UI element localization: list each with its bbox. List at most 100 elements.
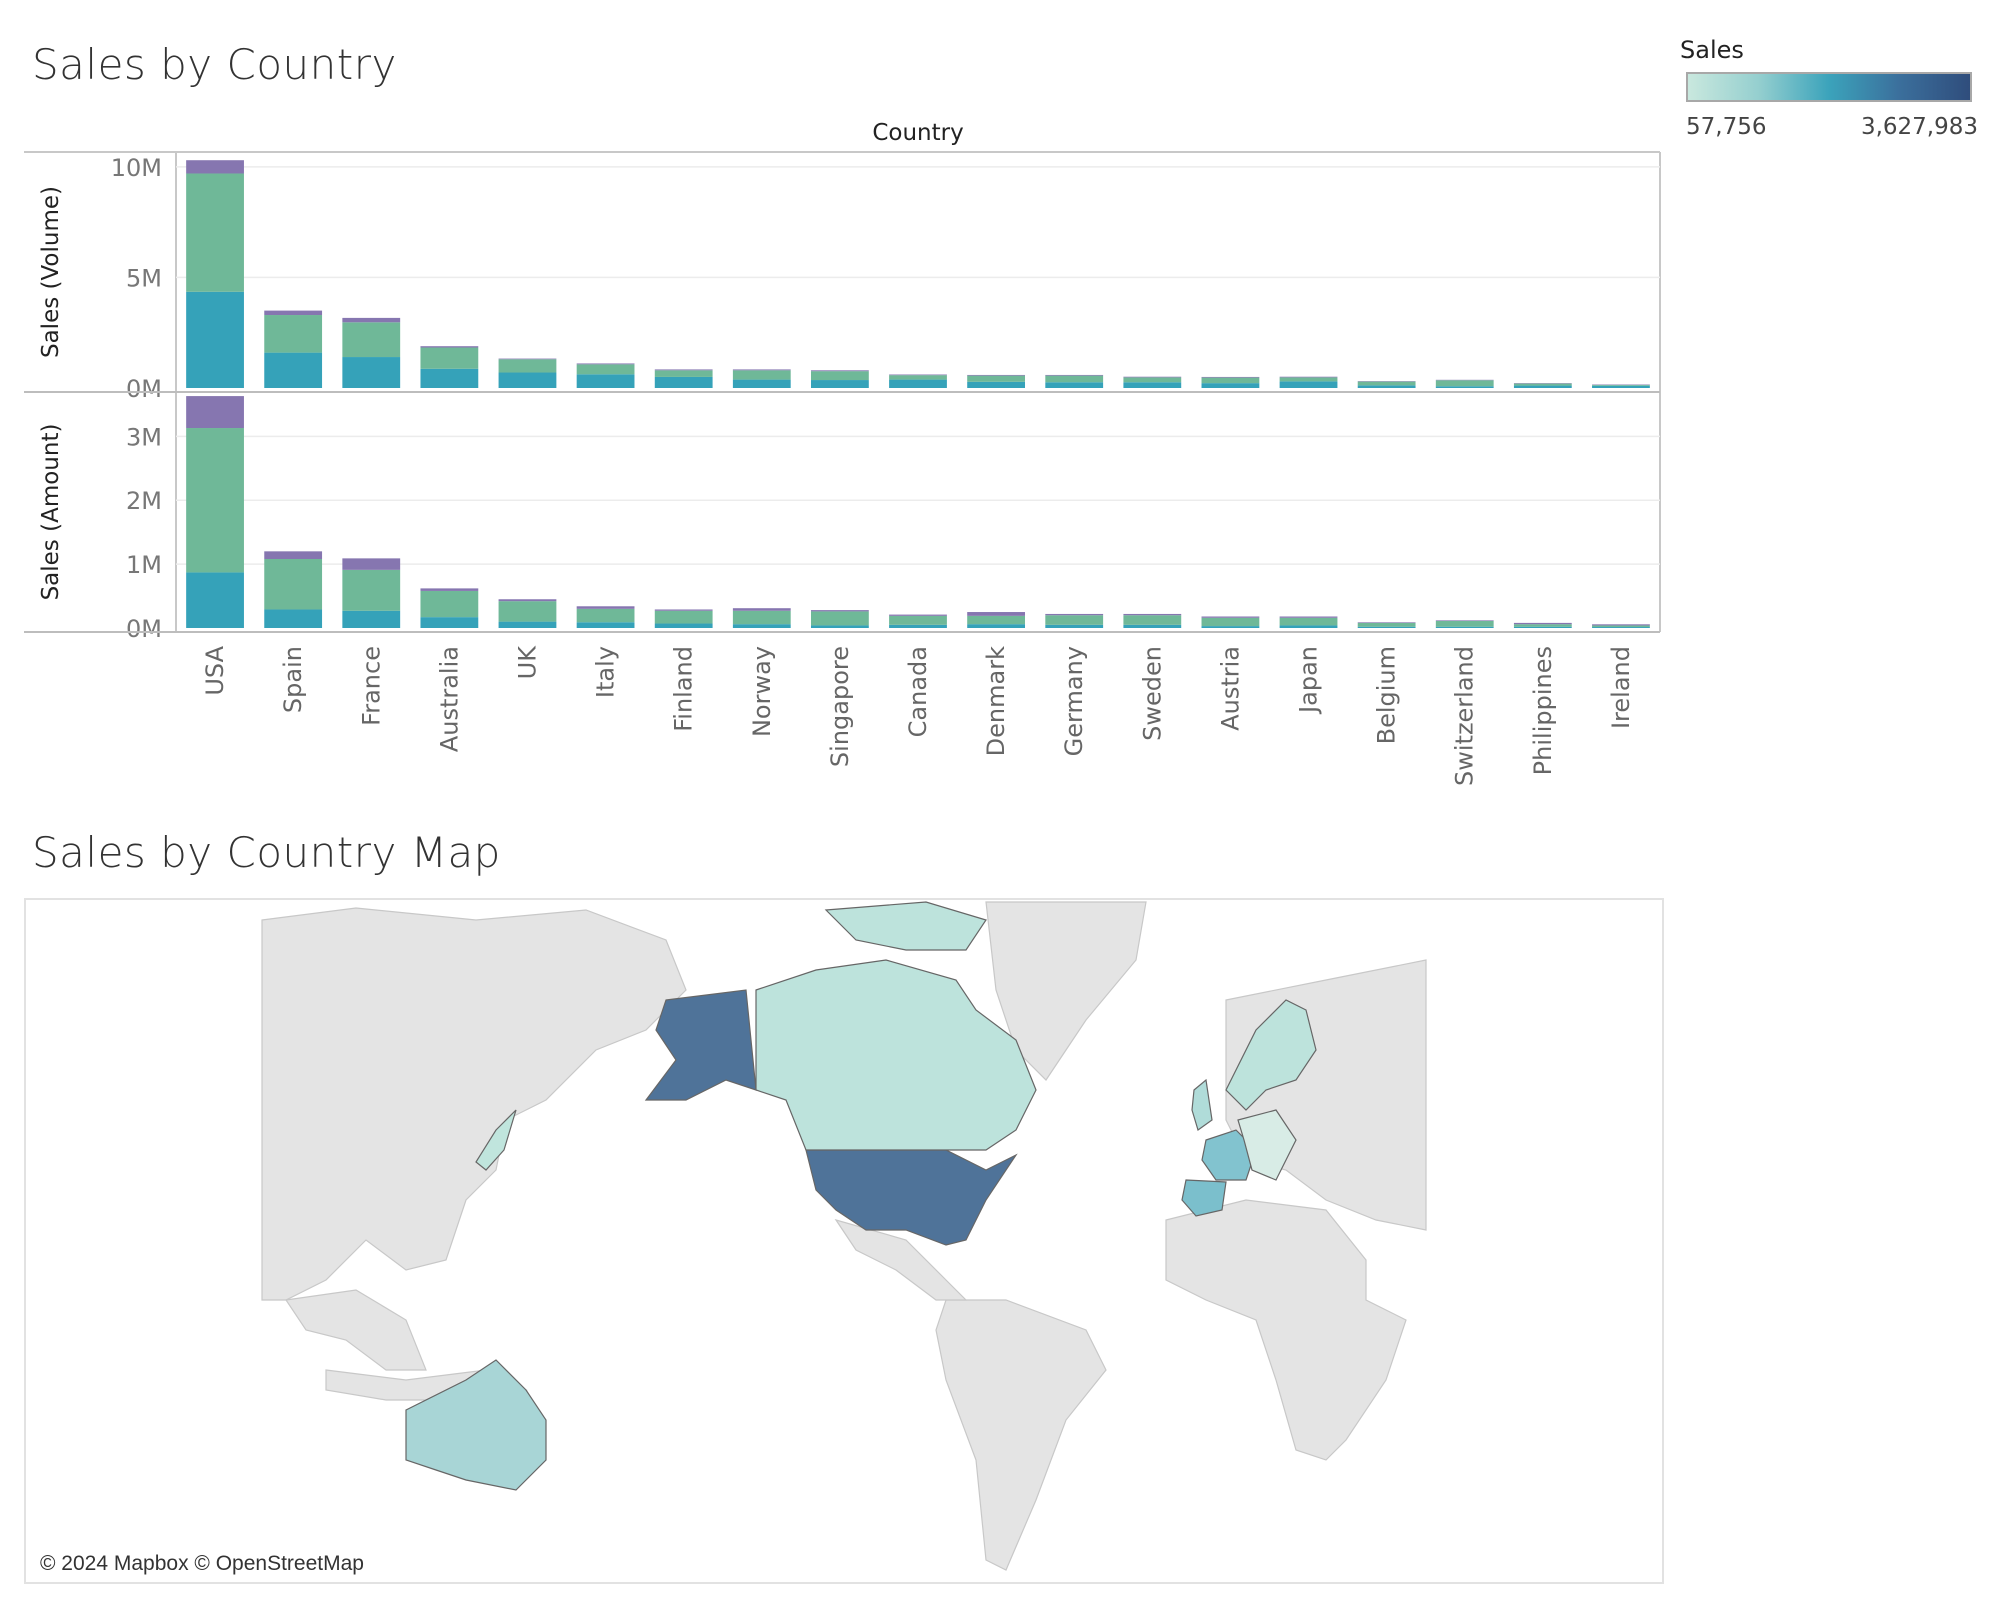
bar-segment[interactable] [889,624,947,628]
bar-segment[interactable] [576,363,635,365]
bar-segment[interactable] [732,608,791,611]
bar-segment[interactable] [654,369,713,371]
bar-segment[interactable] [186,572,244,628]
bar-segment[interactable] [576,374,635,388]
bar-segment[interactable] [186,173,244,292]
bar-segment[interactable] [1279,381,1338,388]
bar-segment[interactable] [810,380,869,388]
map-region-alaska[interactable] [644,989,757,1101]
bar-segment[interactable] [654,370,713,377]
bar-segment[interactable] [498,359,557,373]
map-region-scandinavia[interactable] [1225,999,1317,1111]
bar-segment[interactable] [967,612,1026,616]
map-region-japan[interactable] [475,1109,517,1171]
bar-segment[interactable] [1279,377,1338,382]
bar-segment[interactable] [1513,626,1572,628]
bar-segment[interactable] [1435,386,1494,388]
bar-segment[interactable] [889,375,947,380]
bar-segment[interactable] [1123,377,1182,383]
bar-segment[interactable] [498,601,557,622]
bar-segment[interactable] [732,370,791,380]
bar-segment[interactable] [654,623,713,628]
bar-segment[interactable] [732,624,791,628]
bar-segment[interactable] [420,346,479,348]
bar-segment[interactable] [576,622,635,628]
bar-segment[interactable] [810,625,869,628]
map-region-france[interactable] [1201,1129,1257,1181]
bar-segment[interactable] [810,371,869,381]
sales-map[interactable]: © 2024 Mapbox © OpenStreetMap [24,898,1664,1584]
bar-segment[interactable] [420,347,479,369]
bar-segment[interactable] [186,428,244,573]
bar-segment[interactable] [1357,626,1416,628]
bar-segment[interactable] [264,315,323,353]
bar-segment[interactable] [1513,622,1572,625]
bar-segment[interactable] [1045,615,1104,625]
bar-segment[interactable] [1279,625,1338,628]
map-region-usa[interactable] [805,1149,1018,1246]
bar-segment[interactable] [967,624,1026,628]
bar-segment[interactable] [1123,624,1182,628]
bar-segment[interactable] [420,368,479,388]
bar-segment[interactable] [420,590,479,618]
bar-segment[interactable] [1201,376,1260,378]
bar-segment[interactable] [1123,615,1182,625]
bar-segment[interactable] [889,614,947,616]
bar-segment[interactable] [576,608,635,623]
bar-segment[interactable] [1513,624,1572,627]
bar-segment[interactable] [498,621,557,628]
bar-segment[interactable] [967,375,1026,382]
bar-segment[interactable] [967,615,1026,625]
bar-segment[interactable] [1123,382,1182,388]
bar-segment[interactable] [810,370,869,372]
bar-segment[interactable] [1357,622,1416,627]
bar-segment[interactable] [264,352,323,388]
bar-segment[interactable] [1201,616,1260,618]
bar-segment[interactable] [1435,380,1494,387]
bar-segment[interactable] [1592,384,1650,386]
bar-segment[interactable] [1513,385,1572,388]
bar-segment[interactable] [576,606,635,609]
bar-segment[interactable] [342,610,401,628]
map-region-australia[interactable] [405,1359,547,1491]
bar-segment[interactable] [654,376,713,388]
bar-segment[interactable] [810,611,869,626]
bar-segment[interactable] [342,558,401,570]
bar-segment[interactable] [342,569,401,611]
bar-segment[interactable] [810,610,869,612]
bar-segment[interactable] [264,559,323,610]
bar-segment[interactable] [186,291,244,388]
bar-segment[interactable] [1357,622,1416,623]
bar-segment[interactable] [1592,624,1650,626]
bar-segment[interactable] [1357,385,1416,388]
world-map[interactable] [26,900,1662,1582]
bar-segment[interactable] [420,617,479,628]
bar-segment[interactable] [342,322,401,358]
bar-segment[interactable] [1513,383,1572,386]
bar-segment[interactable] [1045,374,1104,376]
bar-segment[interactable] [498,358,557,360]
bar-segment[interactable] [1201,377,1260,384]
bar-segment[interactable] [654,610,713,624]
bar-segment[interactable] [1201,383,1260,388]
bar-segment[interactable] [967,374,1026,376]
bar-segment[interactable] [498,372,557,388]
bar-segment[interactable] [1279,617,1338,626]
bar-segment[interactable] [186,396,244,429]
bar-segment[interactable] [654,609,713,611]
bar-segment[interactable] [732,369,791,371]
bar-segment[interactable] [186,160,244,174]
bar-segment[interactable] [1592,625,1650,628]
bar-segment[interactable] [1201,617,1260,627]
map-region-canada[interactable] [755,959,1037,1151]
bar-segment[interactable] [1123,613,1182,616]
bar-segment[interactable] [1592,385,1650,388]
bar-segment[interactable] [576,364,635,375]
bar-segment[interactable] [967,381,1026,388]
bar-segment[interactable] [1435,626,1494,628]
bar-segment[interactable] [342,317,401,323]
bar-segment[interactable] [1123,376,1182,378]
bar-segment[interactable] [1279,616,1338,618]
bar-segment[interactable] [1357,381,1416,386]
bar-segment[interactable] [889,374,947,376]
